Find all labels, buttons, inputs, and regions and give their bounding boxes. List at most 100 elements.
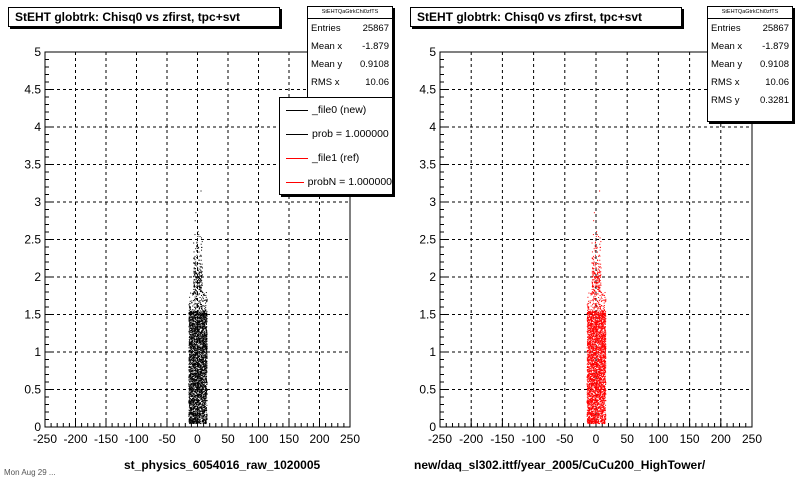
scatter-point	[194, 330, 196, 332]
scatter-point	[595, 421, 597, 423]
scatter-point	[591, 327, 593, 329]
scatter-point	[601, 325, 603, 327]
scatter-point	[193, 384, 195, 386]
scatter-point	[199, 322, 201, 324]
scatter-point	[202, 366, 204, 368]
scatter-point	[194, 375, 196, 377]
scatter-point	[599, 339, 601, 341]
scatter-point	[192, 388, 194, 390]
scatter-point	[201, 347, 203, 349]
scatter-point	[193, 357, 195, 359]
scatter-point	[193, 364, 195, 366]
scatter-point	[201, 382, 203, 384]
scatter-point	[206, 382, 208, 384]
scatter-point	[200, 343, 202, 345]
scatter-point	[205, 348, 207, 350]
scatter-point	[599, 362, 601, 364]
scatter-point	[196, 399, 198, 401]
scatter-point	[205, 363, 207, 365]
scatter-point	[204, 345, 206, 347]
scatter-point	[189, 328, 191, 330]
scatter-point	[198, 375, 200, 377]
scatter-point	[203, 311, 205, 313]
scatter-point	[200, 390, 202, 392]
scatter-point	[189, 345, 191, 347]
scatter-point	[195, 312, 197, 314]
scatter-point	[192, 348, 194, 350]
scatter-point	[200, 304, 202, 306]
scatter-point	[199, 407, 201, 409]
scatter-point	[190, 411, 192, 413]
scatter-point	[205, 328, 207, 330]
scatter-point	[189, 385, 191, 387]
scatter-point	[197, 373, 199, 375]
scatter-point	[189, 359, 191, 361]
scatter-point	[206, 329, 208, 331]
scatter-point	[190, 346, 192, 348]
scatter-point	[197, 388, 199, 390]
scatter-point	[593, 374, 595, 376]
scatter-point	[198, 317, 200, 319]
scatter-point	[201, 409, 203, 411]
scatter-point	[199, 338, 201, 340]
scatter-point	[192, 388, 194, 390]
scatter-point	[593, 347, 595, 349]
scatter-point	[203, 422, 205, 424]
scatter-point	[589, 423, 591, 425]
scatter-point	[204, 373, 206, 375]
scatter-point	[199, 341, 201, 343]
scatter-point	[196, 382, 198, 384]
scatter-point	[198, 262, 200, 264]
scatter-point	[206, 348, 208, 350]
scatter-point	[593, 319, 595, 321]
scatter-point	[196, 331, 198, 333]
scatter-point	[197, 339, 199, 341]
scatter-point	[201, 387, 203, 389]
scatter-point	[206, 332, 208, 334]
scatter-point	[204, 321, 206, 323]
scatter-point	[590, 376, 592, 378]
scatter-point	[206, 350, 208, 352]
scatter-point	[195, 390, 197, 392]
scatter-point	[192, 345, 194, 347]
scatter-point	[598, 306, 600, 308]
scatter-point	[191, 356, 193, 358]
scatter-point	[192, 385, 194, 387]
scatter-point	[198, 414, 200, 416]
scatter-point	[196, 409, 198, 411]
scatter-point	[205, 351, 207, 353]
scatter-point	[199, 397, 201, 399]
scatter-point	[194, 417, 196, 419]
scatter-point	[604, 329, 606, 331]
scatter-point	[196, 319, 198, 321]
scatter-point	[599, 315, 601, 317]
scatter-point	[587, 398, 589, 400]
scatter-point	[602, 386, 604, 388]
scatter-point	[193, 394, 195, 396]
scatter-point	[190, 352, 192, 354]
scatter-point	[195, 273, 197, 275]
scatter-point	[198, 309, 200, 311]
y-tick-label: 3	[429, 195, 436, 209]
scatter-point	[190, 375, 192, 377]
scatter-point	[195, 322, 197, 324]
scatter-point	[193, 414, 195, 416]
scatter-point	[591, 355, 593, 357]
scatter-point	[188, 411, 190, 413]
scatter-point	[594, 336, 596, 338]
scatter-point	[188, 344, 190, 346]
scatter-point	[193, 270, 195, 272]
scatter-point	[197, 340, 199, 342]
scatter-point	[188, 359, 190, 361]
y-tick-label: 1	[429, 345, 436, 359]
scatter-point	[195, 352, 197, 354]
scatter-point	[194, 343, 196, 345]
scatter-point	[200, 243, 202, 245]
scatter-point	[195, 421, 197, 423]
scatter-point	[197, 355, 199, 357]
scatter-point	[205, 409, 207, 411]
scatter-point	[197, 328, 199, 330]
scatter-point	[591, 313, 593, 315]
scatter-point	[205, 367, 207, 369]
scatter-point	[195, 370, 197, 372]
